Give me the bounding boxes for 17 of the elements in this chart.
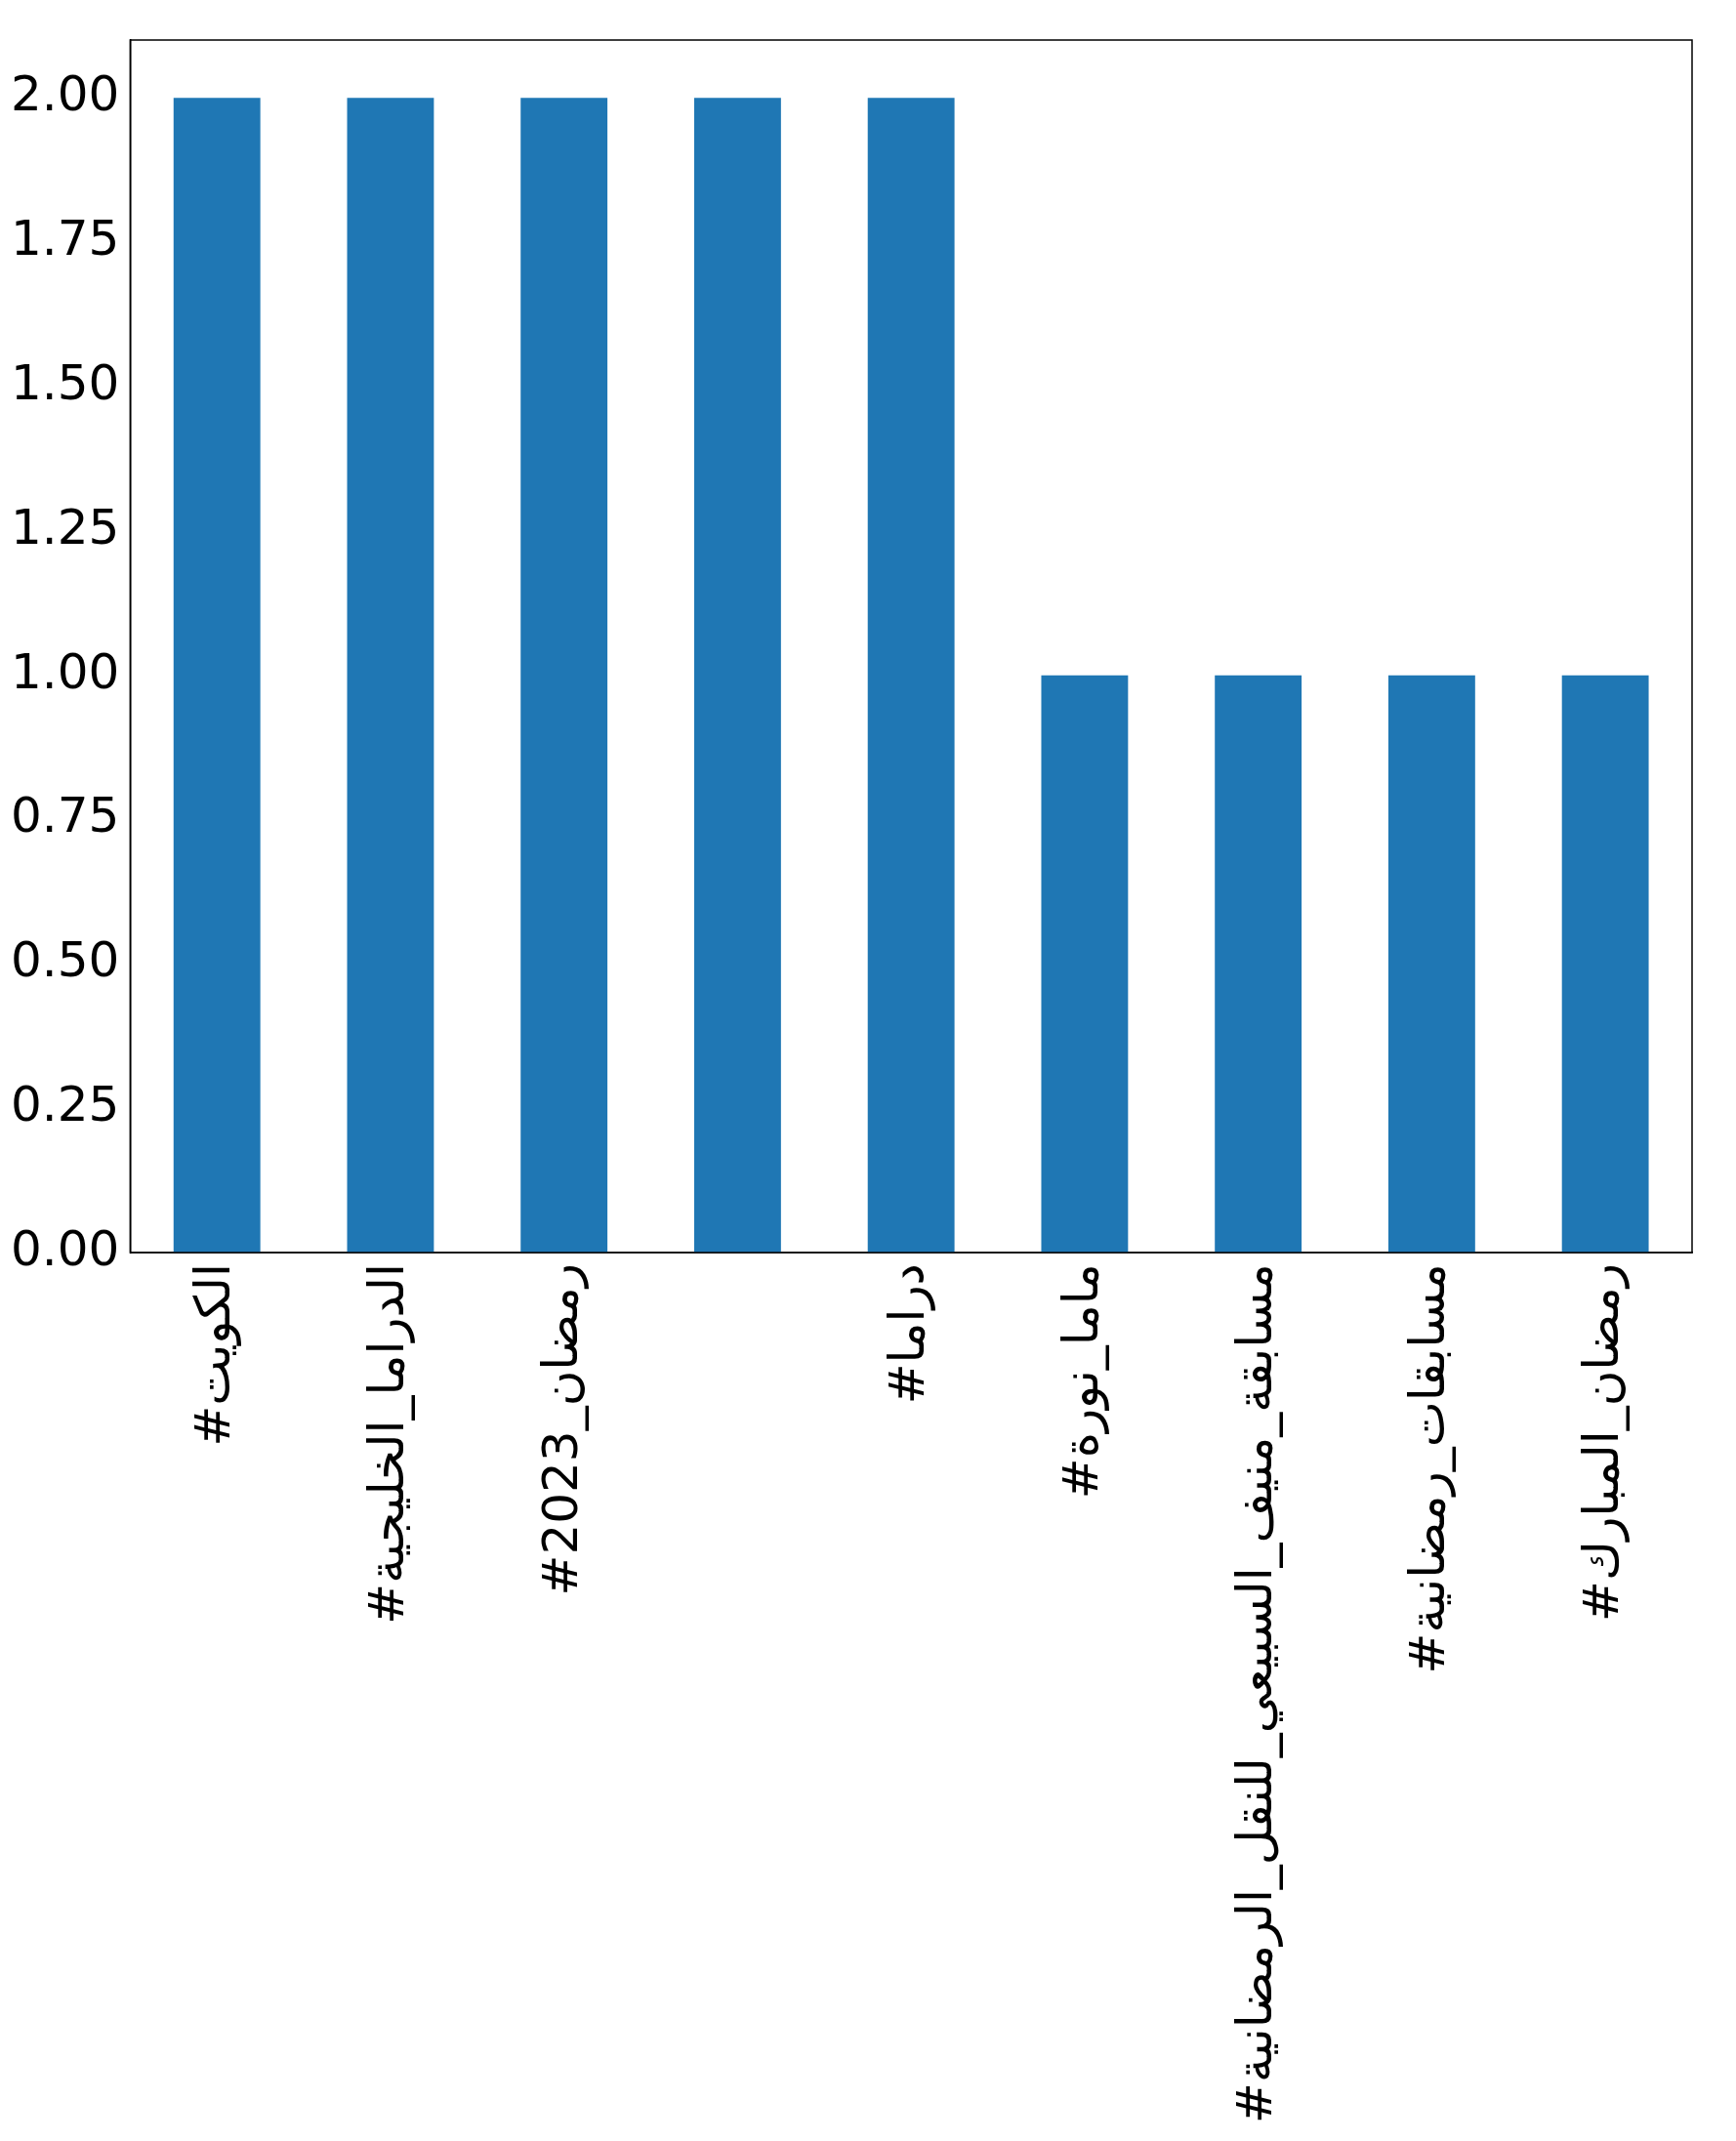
- x-tick-label: #مسابقات_رمضانية: [1399, 1263, 1457, 1674]
- y-tick-label: 0.00: [11, 1220, 120, 1278]
- x-tick-label: #رمضان_2023: [531, 1263, 589, 1596]
- y-tick-label: 1.00: [11, 642, 120, 700]
- y-tick-label: 0.50: [11, 931, 120, 989]
- y-tick-label: 2.00: [11, 65, 120, 123]
- x-tick-label: #الكويت: [185, 1263, 242, 1447]
- x-tick-label: #دراما: [879, 1263, 936, 1405]
- x-tick-label: #مسابقة_منيف_السبيعي_للنقل_الرمضانية: [1225, 1263, 1283, 2124]
- y-tick-label: 1.50: [11, 353, 120, 411]
- y-tick-label: 1.25: [11, 498, 120, 556]
- x-tick-label: #ماما_نورة: [1052, 1263, 1109, 1500]
- y-tick-label: 0.25: [11, 1076, 120, 1133]
- x-tick-label: #رمضان_المبارك: [1573, 1263, 1631, 1622]
- x-tick-label: #الدراما_الخليجية: [357, 1263, 415, 1625]
- y-tick-label: 1.75: [11, 210, 120, 267]
- y-tick-label: 0.75: [11, 787, 120, 844]
